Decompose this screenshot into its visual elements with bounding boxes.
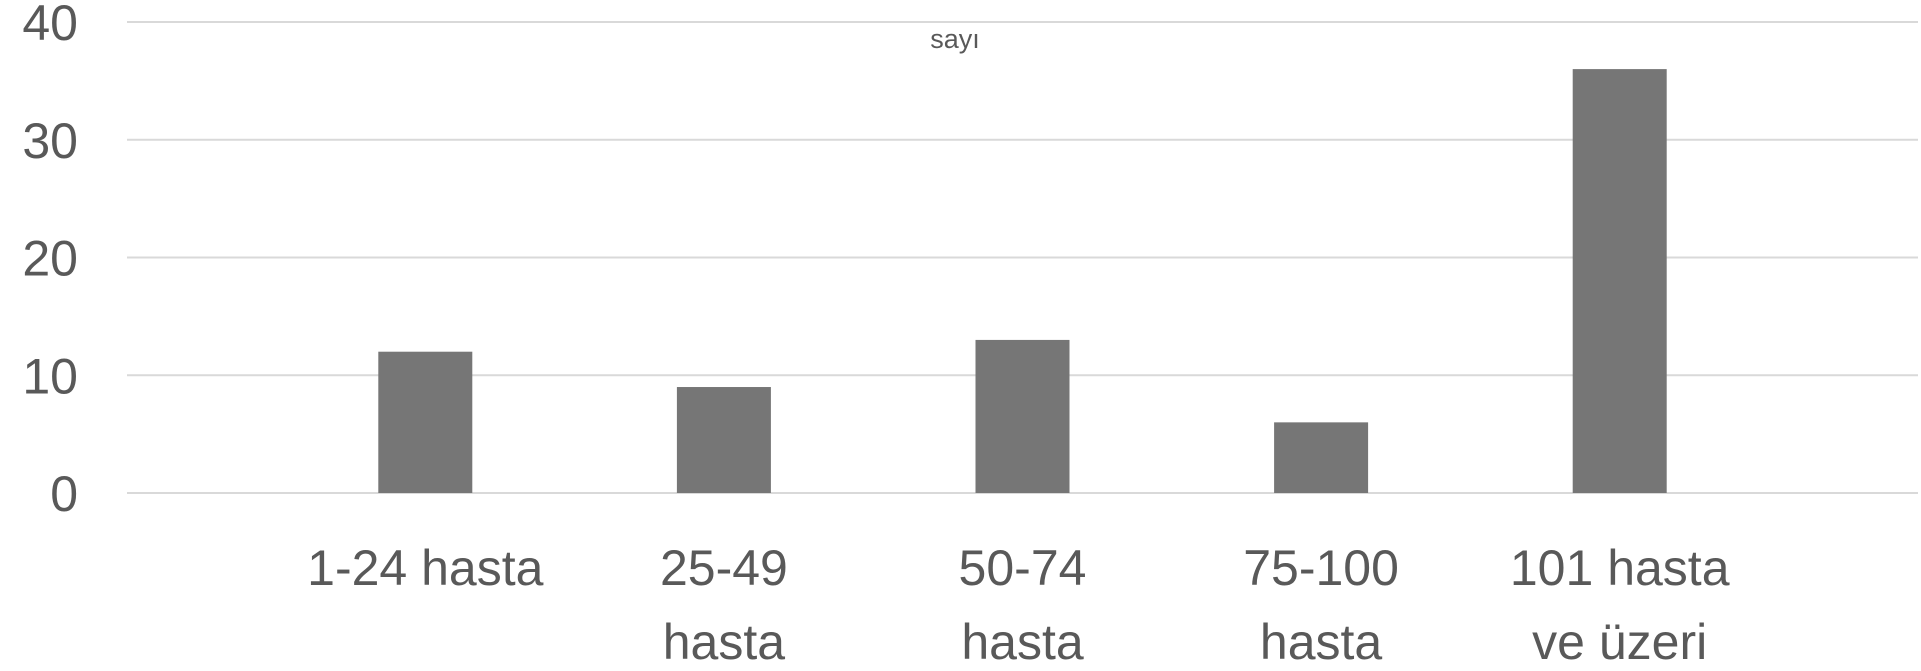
x-category-label: 25-49 hasta [660,540,788,670]
y-tick-label: 30 [22,113,78,169]
x-category-label: 50-74 hasta [959,540,1087,670]
y-tick-label: 40 [22,0,78,51]
y-tick-label: 0 [50,466,78,522]
x-category-label: 75-100 hasta [1243,540,1399,670]
bar [1572,69,1667,493]
bars [378,69,1667,493]
bar [1274,422,1369,493]
bar [676,387,771,493]
y-tick-label: 10 [22,348,78,404]
bar [378,351,473,493]
x-category-label: 1-24 hasta [307,540,543,596]
x-category-label: 101 hasta ve üzeri [1510,540,1730,670]
y-tick-label: 20 [22,231,78,287]
bar [975,339,1070,493]
y-axis-ticks: 0 10 20 30 40 [22,0,78,522]
chart-title: sayı [930,24,980,54]
x-axis-labels: 1-24 hasta 25-49 hasta 50-74 hasta 75-100 hast… [307,540,1730,670]
